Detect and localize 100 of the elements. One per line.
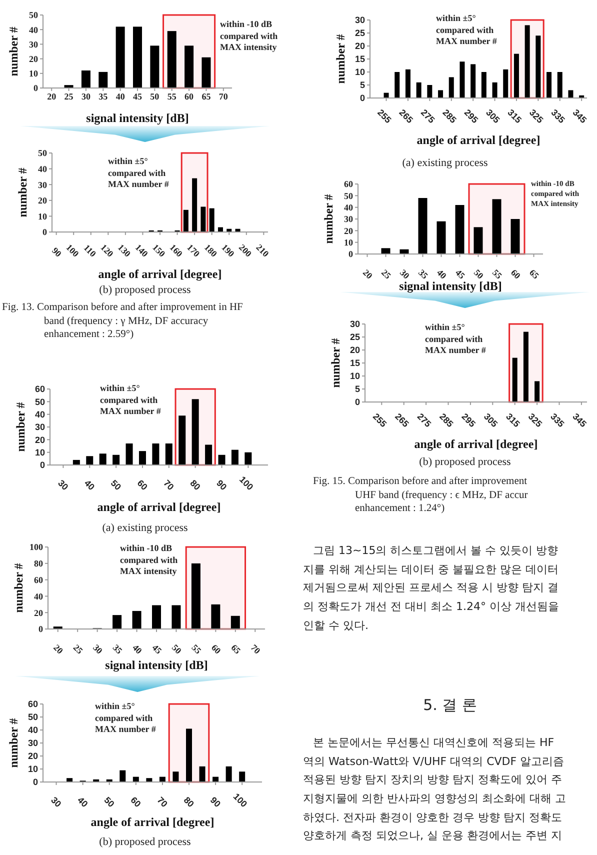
x-tick-label: 325 <box>527 107 546 126</box>
y-axis-title: number # <box>11 563 26 613</box>
y-tick-label: 10 <box>344 238 354 248</box>
x-tick-label: 60 <box>135 478 150 492</box>
x-tick-label: 80 <box>188 478 202 492</box>
y-tick-label: 0 <box>348 249 354 260</box>
x-axis-title: signal intensity [dB] <box>399 279 502 293</box>
x-tick-label: 90 <box>50 245 64 260</box>
x-tick-label: 80 <box>182 794 196 810</box>
text: (b) proposed process <box>418 456 512 470</box>
x-axis-title: angle of arrival [degree] <box>416 133 540 147</box>
x-tick-label: 265 <box>393 411 411 430</box>
annotation: within ±5° compared with MAX number # <box>95 701 157 736</box>
y-tick-label: 0 <box>40 460 45 470</box>
x-tick-label: 120 <box>98 242 116 260</box>
y-tick-label: 10 <box>34 448 45 458</box>
x-tick-label: 50 <box>108 478 124 492</box>
y-tick-label: 15 <box>350 358 360 368</box>
x-axis-title: signal intensity [dB] <box>105 658 208 672</box>
x-tick-label: 65 <box>528 267 542 282</box>
x-tick-label: 60 <box>209 642 224 656</box>
caption: Fig. 15. Comparison before and after improvement UHF band (frequency : ϵ MHz, DF accur enhancement : 1.24°) <box>313 475 529 516</box>
x-tick-label: 315 <box>504 411 522 430</box>
y-tick-label: 0 <box>360 93 365 104</box>
y-tick-label: 25 <box>350 332 360 342</box>
x-tick-label: 40 <box>82 478 97 492</box>
x-axis-title: angle of arrival [degree] <box>98 267 222 281</box>
y-axis-title: number # <box>328 338 342 388</box>
y-tick-label: 20 <box>350 345 360 356</box>
x-axis-title: signal intensity [dB] <box>86 111 189 125</box>
x-tick-label: 345 <box>570 107 589 126</box>
x-tick-label: 50 <box>102 794 116 810</box>
y-tick-label: 0 <box>32 777 38 788</box>
x-tick-label: 55 <box>167 91 177 102</box>
y-tick-label: 0 <box>354 397 360 408</box>
y-tick-label: 100 <box>30 542 44 552</box>
x-tick-label: 285 <box>438 411 456 430</box>
x-tick-label: 70 <box>248 642 263 656</box>
x-tick-label: 60 <box>184 91 194 102</box>
annotation: within -10 dB compared with MAX intensity <box>220 19 279 54</box>
x-tick-label: 295 <box>462 107 480 126</box>
y-axis-title: number # <box>6 26 20 76</box>
y-axis-title: number # <box>15 168 30 218</box>
x-tick-label: 30 <box>49 794 64 810</box>
x-tick-label: 160 <box>168 242 185 260</box>
y-tick-label: 40 <box>38 164 48 174</box>
x-tick-label: 50 <box>150 91 160 102</box>
y-tick-label: 0 <box>38 624 44 634</box>
y-tick-label: 50 <box>344 190 354 201</box>
y-tick-label: 10 <box>38 211 48 222</box>
y-tick-label: 10 <box>28 764 38 774</box>
annotation: within ±5° compared with MAX number # <box>108 156 170 192</box>
x-tick-label: 180 <box>202 242 220 260</box>
x-tick-label: 25 <box>71 642 86 656</box>
x-tick-label: 130 <box>116 242 133 260</box>
caption: 그림 13∼15의 히스토그램에서 볼 수 있듯이 방향 지를 위해 계산되는 데이터 중 불필요한 많은 데이터 제거됨으로써 제안된 프로세스 적용 시 방향 탐지 결 의 정확도가 개선 전 대비 최소 1.24° 이상 개선됨을 인할 수 있다. <box>303 543 560 634</box>
x-tick-label: 100 <box>64 242 82 260</box>
y-tick-label: 30 <box>38 180 48 190</box>
x-tick-label: 20 <box>47 91 57 102</box>
annotation: within ±5° compared with MAX number # <box>425 322 487 358</box>
x-tick-label: 45 <box>454 267 468 282</box>
y-tick-label: 5 <box>360 80 365 90</box>
x-axis-title: angle of arrival [degree] <box>90 815 214 829</box>
x-tick-label: 170 <box>185 242 202 260</box>
y-tick-label: 20 <box>28 751 38 762</box>
text: 본 논문에서는 무선통신 대역신호에 적용되는 HF 역의 Watson-Watt와 V/UHF 대역의 CVDF 알고리즘 적용된 방향 탐지 장치의 방향 탐지 정확도에 있어 주 지형지물에 의한 반사파의 영향성의 최소화에 대해 고 하였다. 전자파 환경이 양호한 경우 방향 탐지 정확도 양호하게 측정 되었으나, 실 운용 환경에서는 주변 지 <box>303 735 567 844</box>
x-tick-label: 315 <box>506 107 524 126</box>
text: (a) existing process <box>401 157 489 170</box>
x-tick-label: 30 <box>91 642 105 656</box>
x-tick-label: 150 <box>150 242 168 260</box>
x-tick-label: 35 <box>98 91 108 102</box>
y-tick-label: 20 <box>38 196 48 206</box>
x-tick-label: 190 <box>220 242 237 260</box>
y-tick-label: 30 <box>29 39 38 50</box>
x-tick-label: 70 <box>162 478 176 492</box>
y-tick-label: 20 <box>34 608 44 618</box>
text: (a) existing process <box>101 522 189 536</box>
y-tick-label: 5 <box>354 384 360 394</box>
x-tick-label: 60 <box>128 794 143 810</box>
text: (b) proposed process <box>98 836 192 850</box>
y-tick-label: 10 <box>350 371 360 382</box>
text: 5. 결 론 <box>422 696 478 714</box>
y-tick-label: 0 <box>34 83 38 94</box>
y-tick-label: 10 <box>354 67 365 78</box>
x-tick-label: 30 <box>81 91 91 102</box>
x-tick-label: 50 <box>170 642 184 656</box>
y-tick-label: 80 <box>34 558 44 569</box>
y-axis-title: number # <box>6 718 20 768</box>
y-tick-label: 60 <box>34 574 44 585</box>
x-tick-label: 45 <box>150 642 164 656</box>
y-tick-label: 60 <box>344 179 354 190</box>
x-tick-label: 100 <box>231 791 250 810</box>
x-tick-label: 30 <box>398 267 412 282</box>
x-tick-label: 35 <box>110 642 125 656</box>
x-tick-label: 30 <box>56 478 70 492</box>
text: (b) proposed process <box>98 284 192 298</box>
x-tick-label: 55 <box>190 642 204 656</box>
y-axis-title: number # <box>13 402 28 452</box>
x-tick-label: 60 <box>509 267 523 282</box>
x-tick-label: 55 <box>490 267 504 282</box>
